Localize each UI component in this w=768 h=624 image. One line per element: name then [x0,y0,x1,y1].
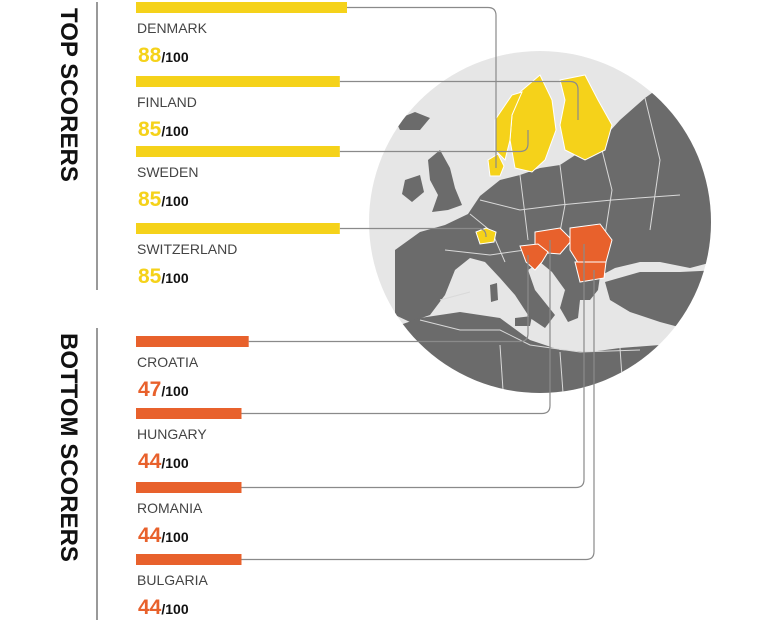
country-label-bulgaria: BULGARIA [137,572,208,588]
score-label-romania: 44/100 [138,524,189,547]
leader-line-romania [241,244,585,489]
top-scorers-label: TOP SCORERS [55,8,82,182]
leader-line-sweden [339,130,529,153]
bar-finland [136,76,340,87]
map-finland [559,74,613,161]
bar-sweden [136,146,340,157]
score-label-denmark: 88/100 [138,44,189,67]
map-bulgaria [574,261,607,283]
map-borders [419,97,681,393]
bar-hungary [136,408,242,419]
europe-map [369,51,711,393]
map-ireland [402,175,424,202]
bar-bulgaria [136,554,242,565]
country-label-denmark: DENMARK [137,20,208,36]
country-label-croatia: CROATIA [137,354,199,370]
map-mainland [395,60,711,328]
bar-denmark [136,2,347,13]
map-greece [560,290,580,322]
score-label-switzerland: 85/100 [138,265,189,288]
leader-line-croatia [248,255,529,343]
map-croatia [519,243,549,271]
leader-line-finland [339,80,579,120]
bar-croatia [136,336,249,347]
bar-romania [136,482,242,493]
leader-line-hungary [241,240,551,415]
score-label-hungary: 44/100 [138,450,189,473]
map-great-britain [428,150,462,212]
country-label-hungary: HUNGARY [137,426,207,442]
country-label-sweden: SWEDEN [137,164,198,180]
score-label-finland: 85/100 [138,118,189,141]
leader-line-switzerland [339,227,487,237]
leader-line-denmark [347,6,497,168]
bar-switzerland [136,223,340,234]
country-label-romania: ROMANIA [137,500,203,516]
score-label-bulgaria: 44/100 [138,596,189,619]
country-label-finland: FINLAND [137,94,197,110]
leader-lines [241,6,595,561]
bottom-scorers-label: BOTTOM SCORERS [55,333,82,562]
score-rows: DENMARK 88/100 FINLAND 85/100 SWEDEN 85/100 SW… [136,2,347,619]
score-label-croatia: 47/100 [138,378,189,401]
leader-line-bulgaria [241,270,595,561]
score-label-sweden: 85/100 [138,188,189,211]
country-label-switzerland: SWITZERLAND [137,241,237,257]
